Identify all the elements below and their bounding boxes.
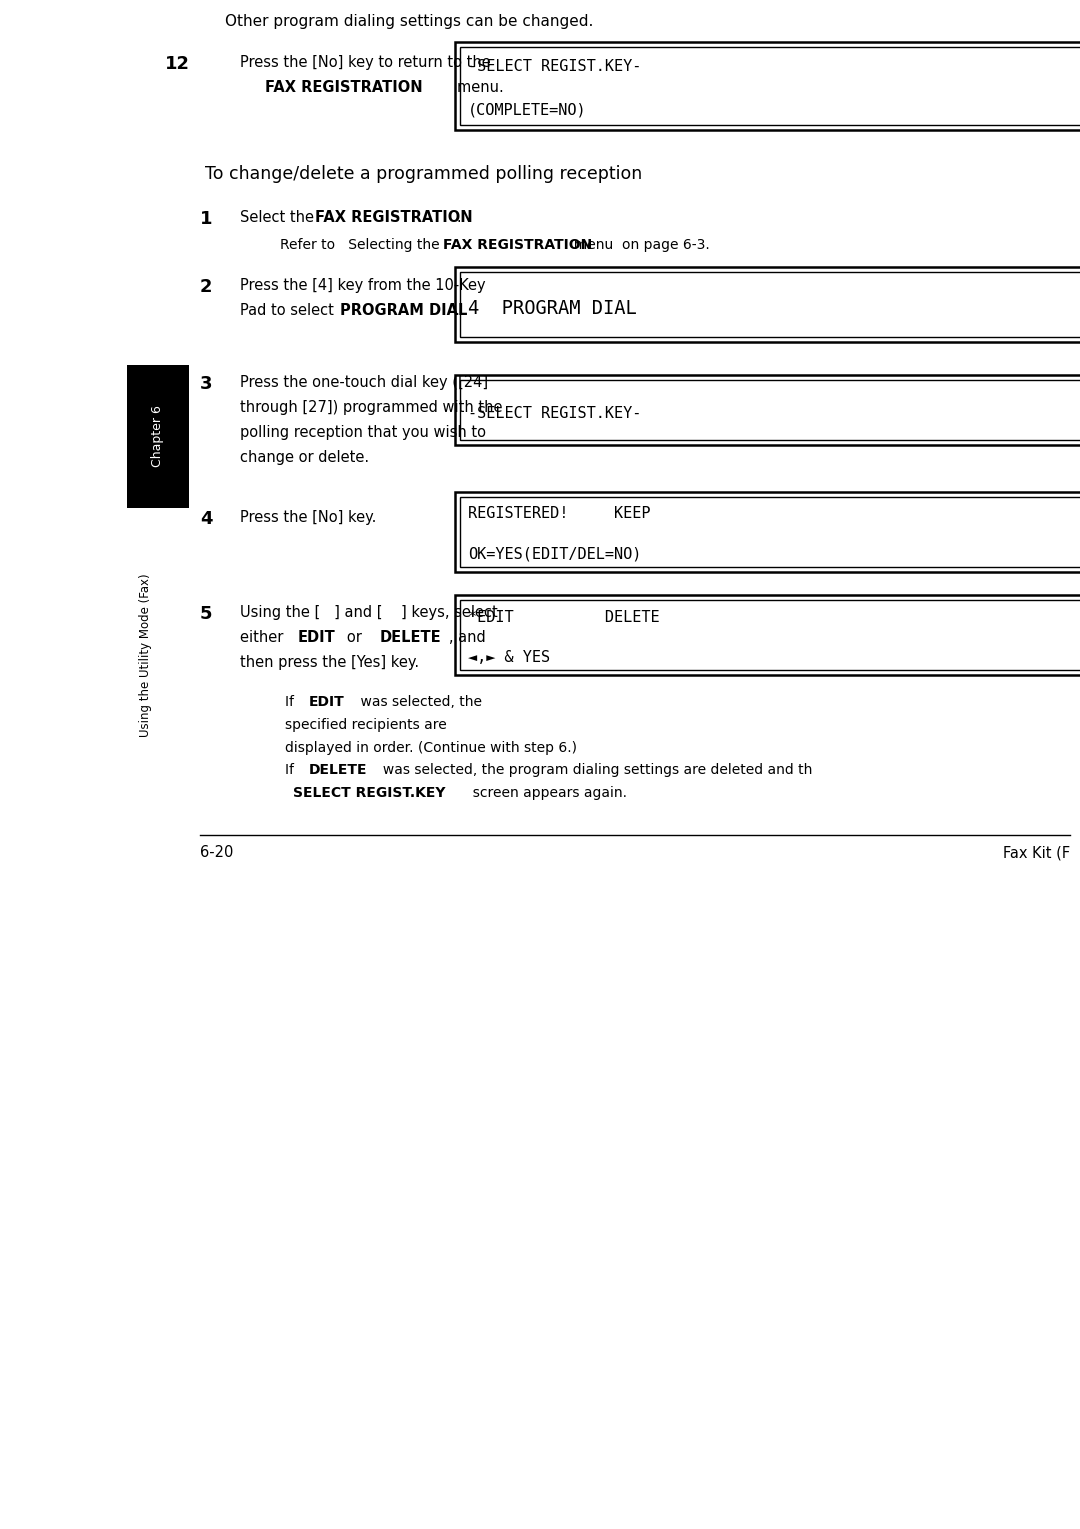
Text: 6-20: 6-20 (200, 846, 233, 859)
Text: 5: 5 (200, 605, 213, 622)
Bar (460, 381, 1080, 440)
Text: Using the [   ] and [    ] keys, select: Using the [ ] and [ ] keys, select (240, 605, 498, 619)
Text: Select the: Select the (240, 209, 323, 225)
Text: Press the [No] key to return to the: Press the [No] key to return to the (240, 55, 490, 70)
Text: screen appears again.: screen appears again. (429, 786, 627, 800)
Bar (460, 497, 1080, 567)
Text: 3: 3 (200, 375, 213, 393)
Text: DELETE: DELETE (309, 763, 367, 777)
Text: (COMPLETE=NO): (COMPLETE=NO) (468, 102, 586, 118)
Text: 4  PROGRAM DIAL: 4 PROGRAM DIAL (468, 298, 637, 318)
Text: 12: 12 (165, 55, 190, 73)
Text: Chapter 6: Chapter 6 (151, 405, 164, 468)
Text: Using the Utility Mode (Fax): Using the Utility Mode (Fax) (138, 573, 151, 737)
Text: FAX REGISTRATION: FAX REGISTRATION (265, 80, 422, 95)
Text: either: either (240, 630, 293, 645)
Text: then press the [Yes] key.: then press the [Yes] key. (240, 654, 419, 670)
Bar (455, 41, 1080, 130)
Text: DELETE: DELETE (380, 630, 442, 645)
Text: polling reception that you wish to: polling reception that you wish to (240, 425, 486, 440)
Text: REGISTERED!     KEEP: REGISTERED! KEEP (468, 506, 650, 521)
Text: If: If (285, 696, 302, 709)
Text: 1: 1 (200, 209, 213, 228)
Text: Press the one-touch dial key ([24]: Press the one-touch dial key ([24] (240, 375, 488, 390)
Text: Fax Kit (F: Fax Kit (F (1003, 846, 1070, 859)
Text: 2: 2 (200, 278, 213, 297)
Text: displayed in order. (Continue with step 6.): displayed in order. (Continue with step … (285, 742, 577, 755)
Text: To change/delete a programmed polling reception: To change/delete a programmed polling re… (205, 165, 643, 183)
Text: FAX REGISTRATION: FAX REGISTRATION (315, 209, 473, 225)
Text: Press the [4] key from the 10-Key: Press the [4] key from the 10-Key (240, 278, 486, 294)
Text: EDIT: EDIT (298, 630, 336, 645)
Text: ◄,► & YES: ◄,► & YES (468, 650, 550, 665)
Bar (127, 365, 189, 508)
Text: or: or (333, 630, 372, 645)
Text: was selected, the: was selected, the (343, 696, 482, 709)
Text: PROGRAM DIAL: PROGRAM DIAL (340, 303, 468, 318)
Bar (455, 375, 1080, 445)
Text: -SELECT REGIST.KEY-: -SELECT REGIST.KEY- (468, 58, 642, 73)
Text: , and: , and (435, 630, 486, 645)
Bar (460, 599, 1080, 670)
Text: *EDIT          DELETE: *EDIT DELETE (468, 610, 660, 624)
Bar (455, 268, 1080, 342)
Text: menu.: menu. (420, 80, 503, 95)
Bar (455, 595, 1080, 674)
Text: -SELECT REGIST.KEY-: -SELECT REGIST.KEY- (468, 407, 642, 420)
Text: was selected, the program dialing settings are deleted and th: was selected, the program dialing settin… (361, 763, 812, 777)
Text: menu  on page 6-3.: menu on page 6-3. (565, 239, 710, 252)
Text: OK=YES(EDIT/DEL=NO): OK=YES(EDIT/DEL=NO) (468, 546, 642, 561)
Text: Press the [No] key.: Press the [No] key. (240, 511, 376, 524)
Text: Other program dialing settings can be changed.: Other program dialing settings can be ch… (225, 14, 593, 29)
Text: through [27]) programmed with the: through [27]) programmed with the (240, 401, 502, 414)
Text: SELECT REGIST.KEY: SELECT REGIST.KEY (293, 786, 446, 800)
Text: If: If (285, 763, 302, 777)
Text: Refer to   Selecting the: Refer to Selecting the (280, 239, 448, 252)
Text: EDIT: EDIT (309, 696, 345, 709)
Text: .: . (432, 303, 460, 318)
Bar (460, 47, 1080, 125)
Text: .: . (443, 209, 461, 225)
Bar (455, 492, 1080, 572)
Text: specified recipients are: specified recipients are (285, 719, 447, 732)
Text: Pad to select: Pad to select (240, 303, 343, 318)
Text: 4: 4 (200, 511, 213, 528)
Text: FAX REGISTRATION: FAX REGISTRATION (443, 239, 592, 252)
Bar (460, 272, 1080, 336)
Text: change or delete.: change or delete. (240, 450, 369, 465)
